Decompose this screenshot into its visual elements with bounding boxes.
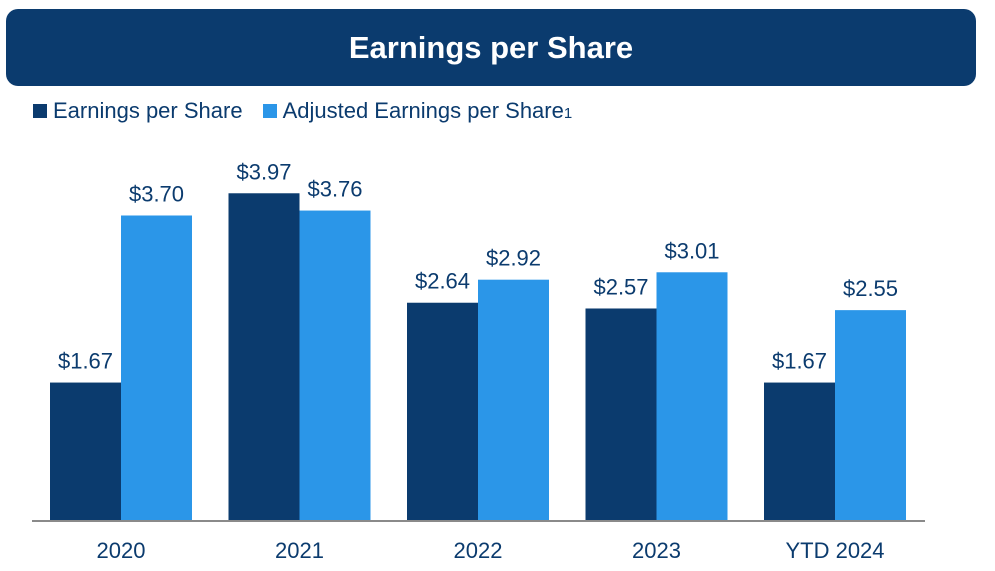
legend-footnote-marker: 1 bbox=[563, 104, 573, 122]
legend-item-eps: Earnings per Share bbox=[33, 98, 243, 124]
legend-swatch-eps bbox=[33, 104, 47, 118]
data-label: $3.01 bbox=[664, 238, 719, 263]
data-label: $3.97 bbox=[236, 159, 291, 184]
x-tick-label: 2023 bbox=[632, 538, 681, 563]
bar-adjusted-eps-ytd-2024 bbox=[835, 310, 906, 520]
data-label: $3.76 bbox=[307, 177, 362, 202]
x-tick-label: YTD 2024 bbox=[785, 538, 884, 563]
bar-eps-2020 bbox=[50, 382, 121, 520]
x-tick-label: 2020 bbox=[97, 538, 146, 563]
legend-label-adjusted-eps: Adjusted Earnings per Share bbox=[282, 98, 564, 123]
bar-eps-2022 bbox=[407, 302, 478, 520]
data-label: $2.55 bbox=[843, 276, 898, 301]
bar-adjusted-eps-2020 bbox=[121, 215, 192, 521]
chart-title: Earnings per Share bbox=[348, 29, 634, 65]
data-label: $1.67 bbox=[772, 349, 827, 374]
data-label: $2.64 bbox=[415, 269, 470, 294]
data-label: $3.70 bbox=[129, 181, 184, 206]
x-tick-label: 2022 bbox=[454, 538, 503, 563]
data-label: $2.57 bbox=[593, 274, 648, 299]
legend-label-eps: Earnings per Share bbox=[53, 98, 243, 123]
x-tick-label: 2021 bbox=[275, 538, 324, 563]
bar-eps-ytd-2024 bbox=[764, 382, 835, 520]
title-banner: Earnings per Share bbox=[6, 9, 976, 86]
data-label: $2.92 bbox=[486, 246, 541, 271]
bar-adjusted-eps-2021 bbox=[299, 210, 371, 520]
bar-eps-2023 bbox=[585, 308, 657, 520]
legend-swatch-adjusted-eps bbox=[262, 104, 277, 118]
bar-adjusted-eps-2022 bbox=[478, 279, 549, 520]
bar-adjusted-eps-2023 bbox=[656, 272, 728, 520]
legend: Earnings per Share Adjusted Earnings per… bbox=[33, 96, 592, 126]
bar-eps-2021 bbox=[228, 193, 300, 521]
data-label: $1.67 bbox=[58, 349, 113, 374]
legend-item-adjusted-eps: Adjusted Earnings per Share 1 bbox=[262, 98, 573, 124]
